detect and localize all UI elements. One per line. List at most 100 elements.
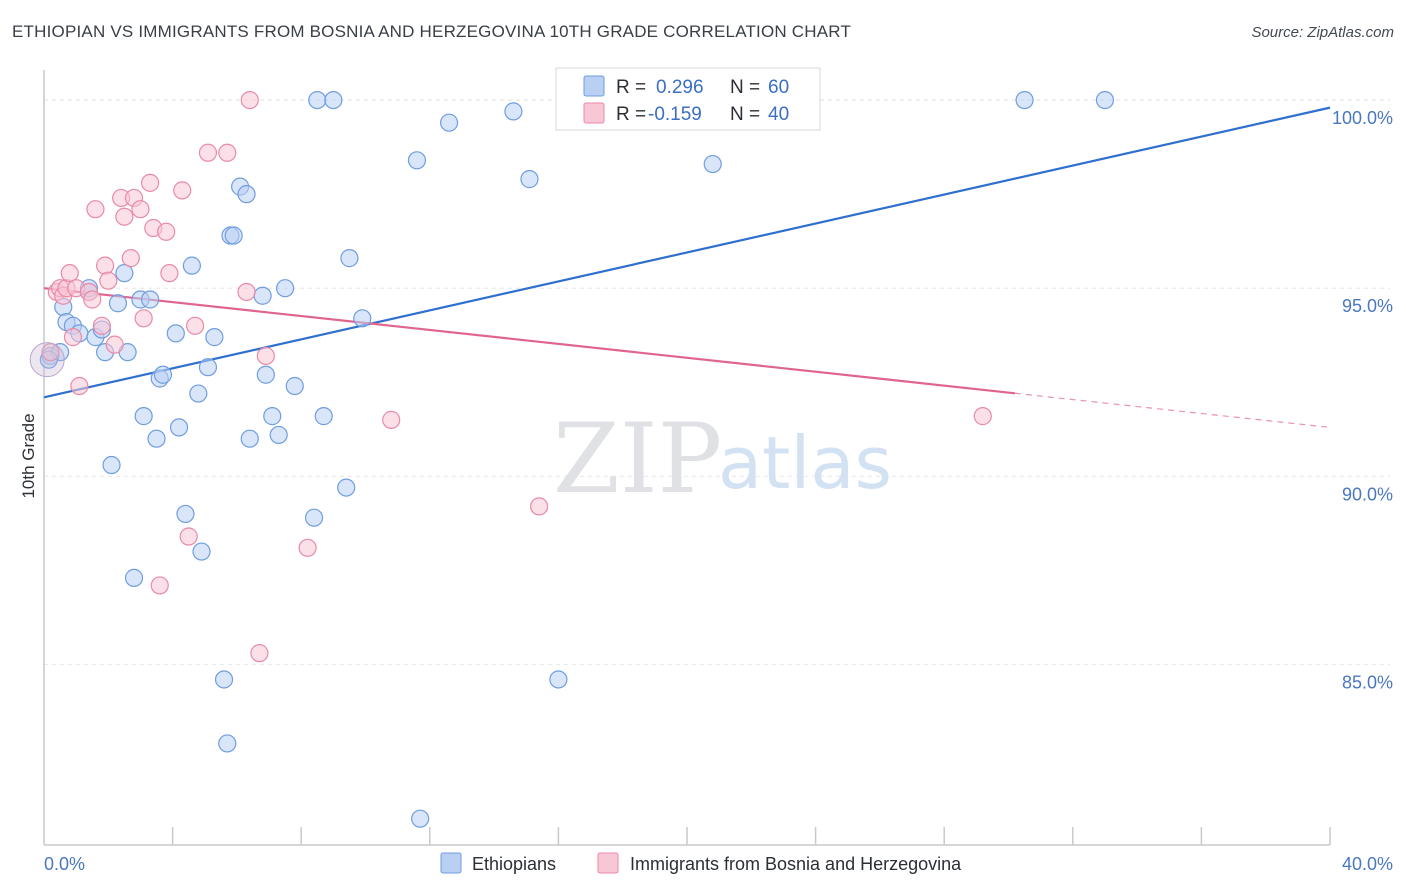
trend-line-extension-bosnia	[1014, 392, 1331, 428]
ethiopians-point	[314, 407, 333, 426]
cluster-point	[29, 342, 65, 378]
ethiopians-point	[224, 226, 243, 245]
ethiopians-point	[134, 407, 153, 426]
ethiopians-point	[108, 294, 128, 313]
bosnia-point	[95, 256, 115, 275]
y-tick-label-85: 85.0%	[1342, 672, 1393, 692]
x-tick-label-40: 40.0%	[1342, 854, 1393, 874]
bosnia-point	[140, 173, 160, 192]
legend-n-label-1: N =	[730, 77, 760, 98]
ethiopians-point	[337, 478, 356, 497]
ethiopians-point	[304, 508, 324, 527]
ethiopians-point	[703, 154, 722, 174]
legend-swatch-ethiopians	[583, 75, 605, 97]
trend-lines	[43, 106, 1331, 428]
y-axis-label: 10th Grade	[19, 413, 38, 498]
bosnia-point	[121, 249, 140, 268]
ethiopians-point	[169, 418, 189, 437]
ethiopians-point	[237, 185, 256, 204]
bosnia-point	[298, 538, 317, 557]
legend-swatch-bosnia	[583, 102, 605, 124]
bosnia-point	[973, 407, 992, 426]
bosnia-point	[237, 282, 256, 302]
series-label-ethiopians: Ethiopians	[472, 854, 556, 874]
y-tick-label-100: 100.0%	[1332, 108, 1393, 128]
axes	[43, 70, 1331, 846]
ethiopians-point	[285, 376, 304, 396]
bosnia-point	[115, 207, 134, 226]
ethiopians-point	[102, 455, 121, 475]
series-legend: Ethiopians Immigrants from Bosnia and He…	[440, 852, 962, 874]
bosnia-point	[256, 346, 275, 366]
source-credit: Source: ZipAtlas.com	[1251, 24, 1394, 41]
bosnia-point	[131, 200, 150, 219]
legend-r-label-1: R =	[616, 77, 646, 98]
x-tick-labels: 0.0% 40.0%	[44, 854, 1393, 874]
bosnia-point	[218, 143, 237, 162]
ethiopians-point	[324, 90, 343, 110]
ethiopians-point	[140, 290, 160, 309]
series-swatch-bosnia	[597, 852, 619, 874]
bosnia-point	[105, 335, 124, 354]
legend-n-label-2: N =	[730, 104, 760, 125]
bosnia-point	[86, 200, 105, 219]
bosnia-point	[92, 316, 111, 335]
ethiopians-point	[308, 90, 327, 110]
watermark-atlas: atlas	[718, 421, 892, 505]
trend-line-bosnia	[43, 287, 1016, 395]
correlation-legend: R = 0.296 N = 60 R = -0.159 N = 40	[555, 67, 821, 131]
ethiopians-point	[198, 358, 218, 377]
ethiopians-point	[340, 249, 359, 268]
bosnia-point	[70, 376, 89, 396]
bosnia-point	[157, 222, 176, 241]
ethiopians-point	[439, 113, 459, 132]
ethiopians-point	[166, 324, 185, 343]
bosnia-point	[382, 410, 401, 429]
bosnia-point	[186, 316, 205, 335]
ethiopians-point	[276, 279, 295, 298]
watermark-zip: ZIP	[553, 403, 722, 515]
x-tick-label-0: 0.0%	[44, 854, 85, 874]
bosnia-point	[240, 90, 259, 110]
bosnia-point	[160, 264, 179, 283]
y-tick-label-95: 95.0%	[1342, 296, 1393, 316]
ethiopians-point	[182, 256, 201, 275]
ethiopians-point	[176, 504, 195, 524]
legend-r-value-1: 0.296	[656, 77, 704, 98]
bosnia-point	[63, 328, 83, 347]
bosnia-point	[150, 576, 169, 595]
bosnia-point	[83, 290, 102, 309]
ethiopians-point	[256, 365, 275, 384]
y-tick-label-90: 90.0%	[1342, 484, 1393, 504]
ethiopians-point	[147, 429, 166, 448]
ethiopians-point	[353, 309, 372, 328]
ethiopians-point	[1095, 90, 1115, 110]
ethiopians-point	[124, 568, 144, 587]
ethiopians-point	[504, 102, 523, 121]
ethiopians-point	[411, 809, 430, 828]
ethiopians-point	[407, 151, 427, 170]
series-label-bosnia: Immigrants from Bosnia and Herzegovina	[630, 854, 962, 874]
ethiopians-point	[240, 429, 259, 448]
ethiopians-point	[205, 328, 224, 347]
series-swatch-ethiopians	[440, 852, 462, 874]
bosnia-point	[250, 644, 269, 663]
ethiopians-point	[115, 264, 134, 283]
chart-title: ETHIOPIAN VS IMMIGRANTS FROM BOSNIA AND …	[12, 22, 852, 41]
bosnia-point	[41, 343, 60, 362]
ethiopians-point	[218, 734, 237, 753]
ethiopians-point	[269, 425, 288, 445]
legend-r-value-2: -0.159	[648, 104, 702, 125]
bosnia-point	[530, 497, 549, 516]
trend-line-ethiopians	[43, 106, 1331, 399]
ethiopians-point	[263, 407, 282, 426]
legend-r-label-2: R =	[616, 104, 646, 125]
data-points	[29, 90, 1115, 828]
legend-n-value-1: 60	[768, 77, 789, 98]
y-tick-labels: 85.0% 90.0% 95.0% 100.0%	[1332, 108, 1393, 692]
bosnia-point	[99, 271, 118, 290]
ethiopians-point	[214, 670, 234, 689]
ethiopians-point	[1015, 90, 1034, 110]
ethiopians-point	[549, 670, 568, 689]
